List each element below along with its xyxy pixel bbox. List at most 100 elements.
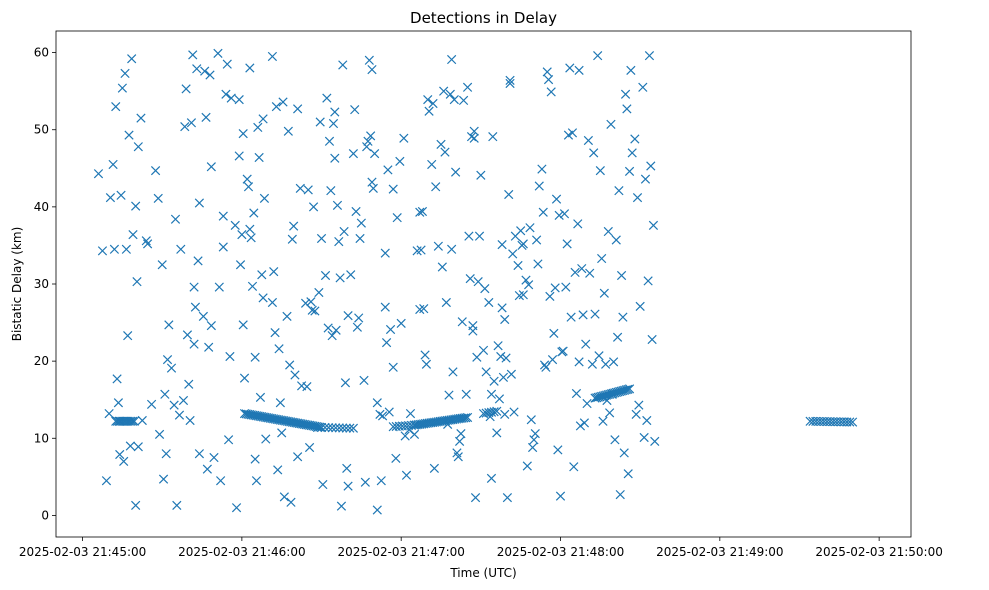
data-point-marker <box>388 362 398 372</box>
data-point-marker <box>194 198 205 208</box>
data-point-marker <box>334 423 344 433</box>
data-point-marker <box>574 357 584 367</box>
data-point-marker <box>497 303 507 313</box>
data-point-marker <box>360 477 370 487</box>
data-point-marker <box>551 194 562 204</box>
data-point-marker <box>522 461 532 471</box>
data-point-marker <box>492 428 502 438</box>
data-point-marker <box>170 214 181 224</box>
data-point-marker <box>569 462 579 472</box>
data-point-marker <box>370 149 380 159</box>
data-point-marker <box>328 118 339 129</box>
data-point-marker <box>146 399 157 409</box>
y-tick-label: 60 <box>34 46 49 60</box>
data-point-marker <box>453 452 463 462</box>
data-point-marker <box>621 385 631 395</box>
data-point-marker <box>381 337 392 348</box>
data-point-marker <box>527 442 538 453</box>
data-point-marker <box>290 370 300 380</box>
data-point-marker <box>624 384 635 394</box>
data-point-marker <box>624 166 635 177</box>
data-point-marker <box>478 345 489 355</box>
data-point-marker <box>128 230 138 240</box>
data-point-marker <box>599 288 609 298</box>
data-point-marker <box>238 320 248 330</box>
data-point-marker <box>447 244 457 254</box>
data-point-marker <box>598 416 608 426</box>
data-point-marker <box>295 183 305 193</box>
data-point-marker <box>198 311 208 322</box>
data-point-marker <box>182 330 193 340</box>
data-point-marker <box>162 354 173 365</box>
data-point-marker <box>541 362 551 372</box>
data-point-marker <box>531 235 542 245</box>
data-point-marker <box>273 465 283 475</box>
chart-title: Detections in Delay <box>410 9 557 27</box>
data-point-marker <box>542 67 552 77</box>
data-point-marker <box>581 339 591 349</box>
data-point-marker <box>352 322 362 332</box>
x-axis-label: Time (UTC) <box>449 566 516 580</box>
data-point-marker <box>234 95 244 105</box>
data-point-marker <box>267 51 278 62</box>
data-point-marker <box>126 416 136 426</box>
data-point-marker <box>164 320 174 330</box>
data-point-marker <box>400 431 410 441</box>
data-point-marker <box>160 389 170 399</box>
data-point-marker <box>847 417 858 427</box>
data-point-marker <box>239 373 250 383</box>
data-point-marker <box>185 415 195 426</box>
data-point-marker <box>128 416 138 426</box>
data-point-marker <box>448 367 458 377</box>
data-point-marker <box>176 244 186 254</box>
data-point-marker <box>445 89 455 99</box>
data-point-marker <box>364 55 374 65</box>
data-point-marker <box>458 95 469 106</box>
data-point-marker <box>396 318 406 328</box>
data-point-marker <box>395 156 405 166</box>
x-axis: 2025-02-03 21:45:00 2025-02-03 21:46:00 20… <box>19 537 943 559</box>
data-point-marker <box>120 68 130 79</box>
data-point-marker <box>392 213 402 223</box>
data-point-marker <box>439 86 449 96</box>
data-point-marker <box>399 133 409 143</box>
data-point-marker <box>635 301 645 311</box>
data-point-marker <box>362 142 372 152</box>
data-point-marker <box>533 259 543 269</box>
data-point-marker <box>555 491 566 501</box>
data-point-marker <box>524 280 534 290</box>
data-point-marker <box>561 282 571 292</box>
data-point-marker <box>518 239 528 249</box>
data-point-marker <box>125 441 135 451</box>
data-point-marker <box>421 359 432 369</box>
data-point-marker <box>593 51 603 61</box>
data-point-marker <box>111 101 121 112</box>
data-point-marker <box>384 407 394 417</box>
data-point-marker <box>571 388 582 399</box>
data-point-marker <box>242 174 252 184</box>
data-point-marker <box>638 82 648 92</box>
data-point-marker <box>627 148 637 158</box>
y-tick-label: 50 <box>34 123 49 137</box>
data-point-marker <box>310 306 320 316</box>
data-point-marker <box>461 389 471 399</box>
data-point-marker <box>391 453 401 463</box>
data-point-marker <box>589 148 599 158</box>
data-point-marker <box>603 226 613 237</box>
data-point-marker <box>121 244 131 254</box>
data-point-marker <box>234 151 244 161</box>
data-point-marker <box>253 122 263 133</box>
data-point-marker <box>188 50 198 60</box>
data-point-marker <box>415 207 425 217</box>
data-point-marker <box>277 428 287 438</box>
data-point-marker <box>108 159 118 170</box>
data-point-marker <box>318 479 328 490</box>
data-point-marker <box>504 189 514 200</box>
data-point-marker <box>136 113 146 123</box>
data-point-marker <box>356 218 366 228</box>
data-point-marker <box>480 284 490 294</box>
data-point-marker <box>429 463 440 473</box>
data-point-marker <box>101 476 112 486</box>
data-point-marker <box>327 331 337 341</box>
data-point-marker <box>497 240 507 250</box>
